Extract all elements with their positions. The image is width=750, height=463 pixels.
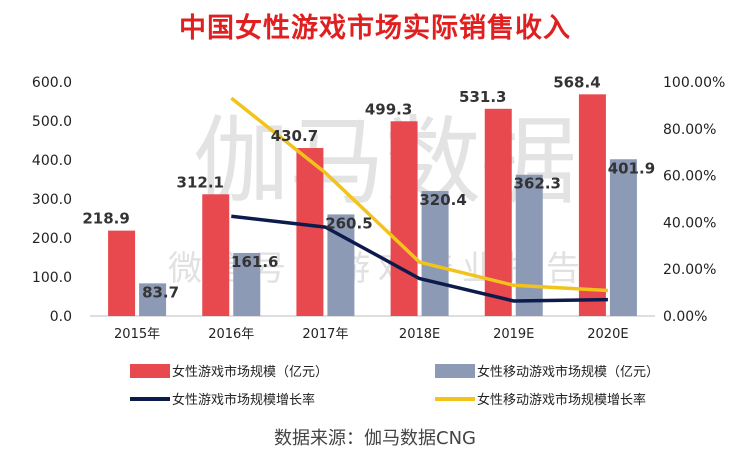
right-tick-label: 20.00% bbox=[663, 262, 716, 278]
bar-data-label: 499.3 bbox=[365, 100, 412, 118]
left-tick-label: 600.0 bbox=[32, 75, 72, 91]
left-tick-label: 200.0 bbox=[32, 231, 72, 247]
left-axis: 0.0 100.0 200.0 300.0 400.0 500.0 600.0 bbox=[32, 75, 72, 325]
bar-data-labels: 218.9 83.7 312.1 161.6 430.7 260.5 499.3 320.4 5… bbox=[82, 73, 655, 301]
bar-data-label: 260.5 bbox=[325, 214, 372, 232]
legend-label: 女性移动游戏市场规模（亿元） bbox=[477, 364, 659, 380]
legend-label: 女性游戏市场规模（亿元） bbox=[172, 364, 328, 380]
watermark-main: 伽马数据 bbox=[193, 106, 577, 218]
source-note: 数据来源：伽马数据CNG bbox=[274, 428, 476, 449]
x-tick-label: 2018E bbox=[399, 327, 440, 342]
right-tick-label: 80.00% bbox=[663, 122, 716, 138]
bar-female-mobile-game-market bbox=[139, 283, 167, 316]
bar-female-game-market bbox=[108, 230, 136, 316]
bar-female-game-market bbox=[202, 194, 230, 316]
x-tick-label: 2015年 bbox=[114, 327, 160, 342]
line-female-mobile-game-growth bbox=[230, 96, 608, 293]
bar-data-label: 362.3 bbox=[514, 175, 561, 193]
bar-female-mobile-game-market bbox=[515, 174, 543, 316]
bar-female-mobile-game-market bbox=[233, 252, 261, 316]
left-tick-label: 100.0 bbox=[32, 270, 72, 286]
bar-female-game-market bbox=[296, 148, 324, 316]
right-tick-label: 0.00% bbox=[663, 309, 707, 325]
line-female-game-growth bbox=[231, 214, 608, 303]
bar-data-label: 568.4 bbox=[553, 73, 600, 91]
x-tick-label: 2017年 bbox=[302, 327, 348, 342]
left-tick-label: 400.0 bbox=[32, 153, 72, 169]
legend: 女性游戏市场规模（亿元） 女性移动游戏市场规模（亿元） 女性游戏市场规模增长率 女性移… bbox=[130, 364, 659, 408]
right-tick-label: 60.00% bbox=[663, 169, 716, 185]
legend-swatch bbox=[435, 364, 475, 378]
bar-female-game-market bbox=[390, 121, 418, 316]
bar-data-label: 161.6 bbox=[231, 253, 278, 271]
right-axis: 0.00% 20.00% 40.00% 60.00% 80.00% 100.00% bbox=[663, 75, 725, 325]
x-tick-label: 2016年 bbox=[208, 327, 254, 342]
right-tick-label: 40.00% bbox=[663, 215, 716, 231]
chart-title: 中国女性游戏市场实际销售收入 bbox=[179, 13, 571, 44]
legend-label: 女性游戏市场规模增长率 bbox=[172, 392, 315, 408]
legend-label: 女性移动游戏市场规模增长率 bbox=[477, 392, 646, 408]
bar-data-label: 320.4 bbox=[419, 191, 466, 209]
x-axis: 2015年 2016年 2017年 2018E 2019E 2020E bbox=[114, 327, 629, 342]
x-tick-label: 2020E bbox=[587, 327, 628, 342]
bar-data-label: 312.1 bbox=[177, 173, 224, 191]
bar-female-game-market bbox=[578, 94, 606, 316]
x-tick-label: 2019E bbox=[493, 327, 534, 342]
bar-data-label: 401.9 bbox=[608, 159, 655, 177]
bar-data-label: 83.7 bbox=[142, 283, 179, 301]
bar-female-mobile-game-market bbox=[609, 159, 637, 316]
right-tick-label: 100.00% bbox=[663, 75, 725, 91]
growth-lines bbox=[230, 96, 608, 303]
bar-female-mobile-game-market bbox=[421, 191, 449, 316]
bar-data-label: 218.9 bbox=[82, 210, 129, 228]
bars bbox=[108, 94, 637, 316]
legend-swatch bbox=[130, 364, 170, 378]
left-tick-label: 300.0 bbox=[32, 192, 72, 208]
left-tick-label: 500.0 bbox=[32, 114, 72, 130]
bar-data-label: 531.3 bbox=[459, 88, 506, 106]
bar-data-label: 430.7 bbox=[271, 127, 318, 145]
left-tick-label: 0.0 bbox=[50, 309, 72, 325]
